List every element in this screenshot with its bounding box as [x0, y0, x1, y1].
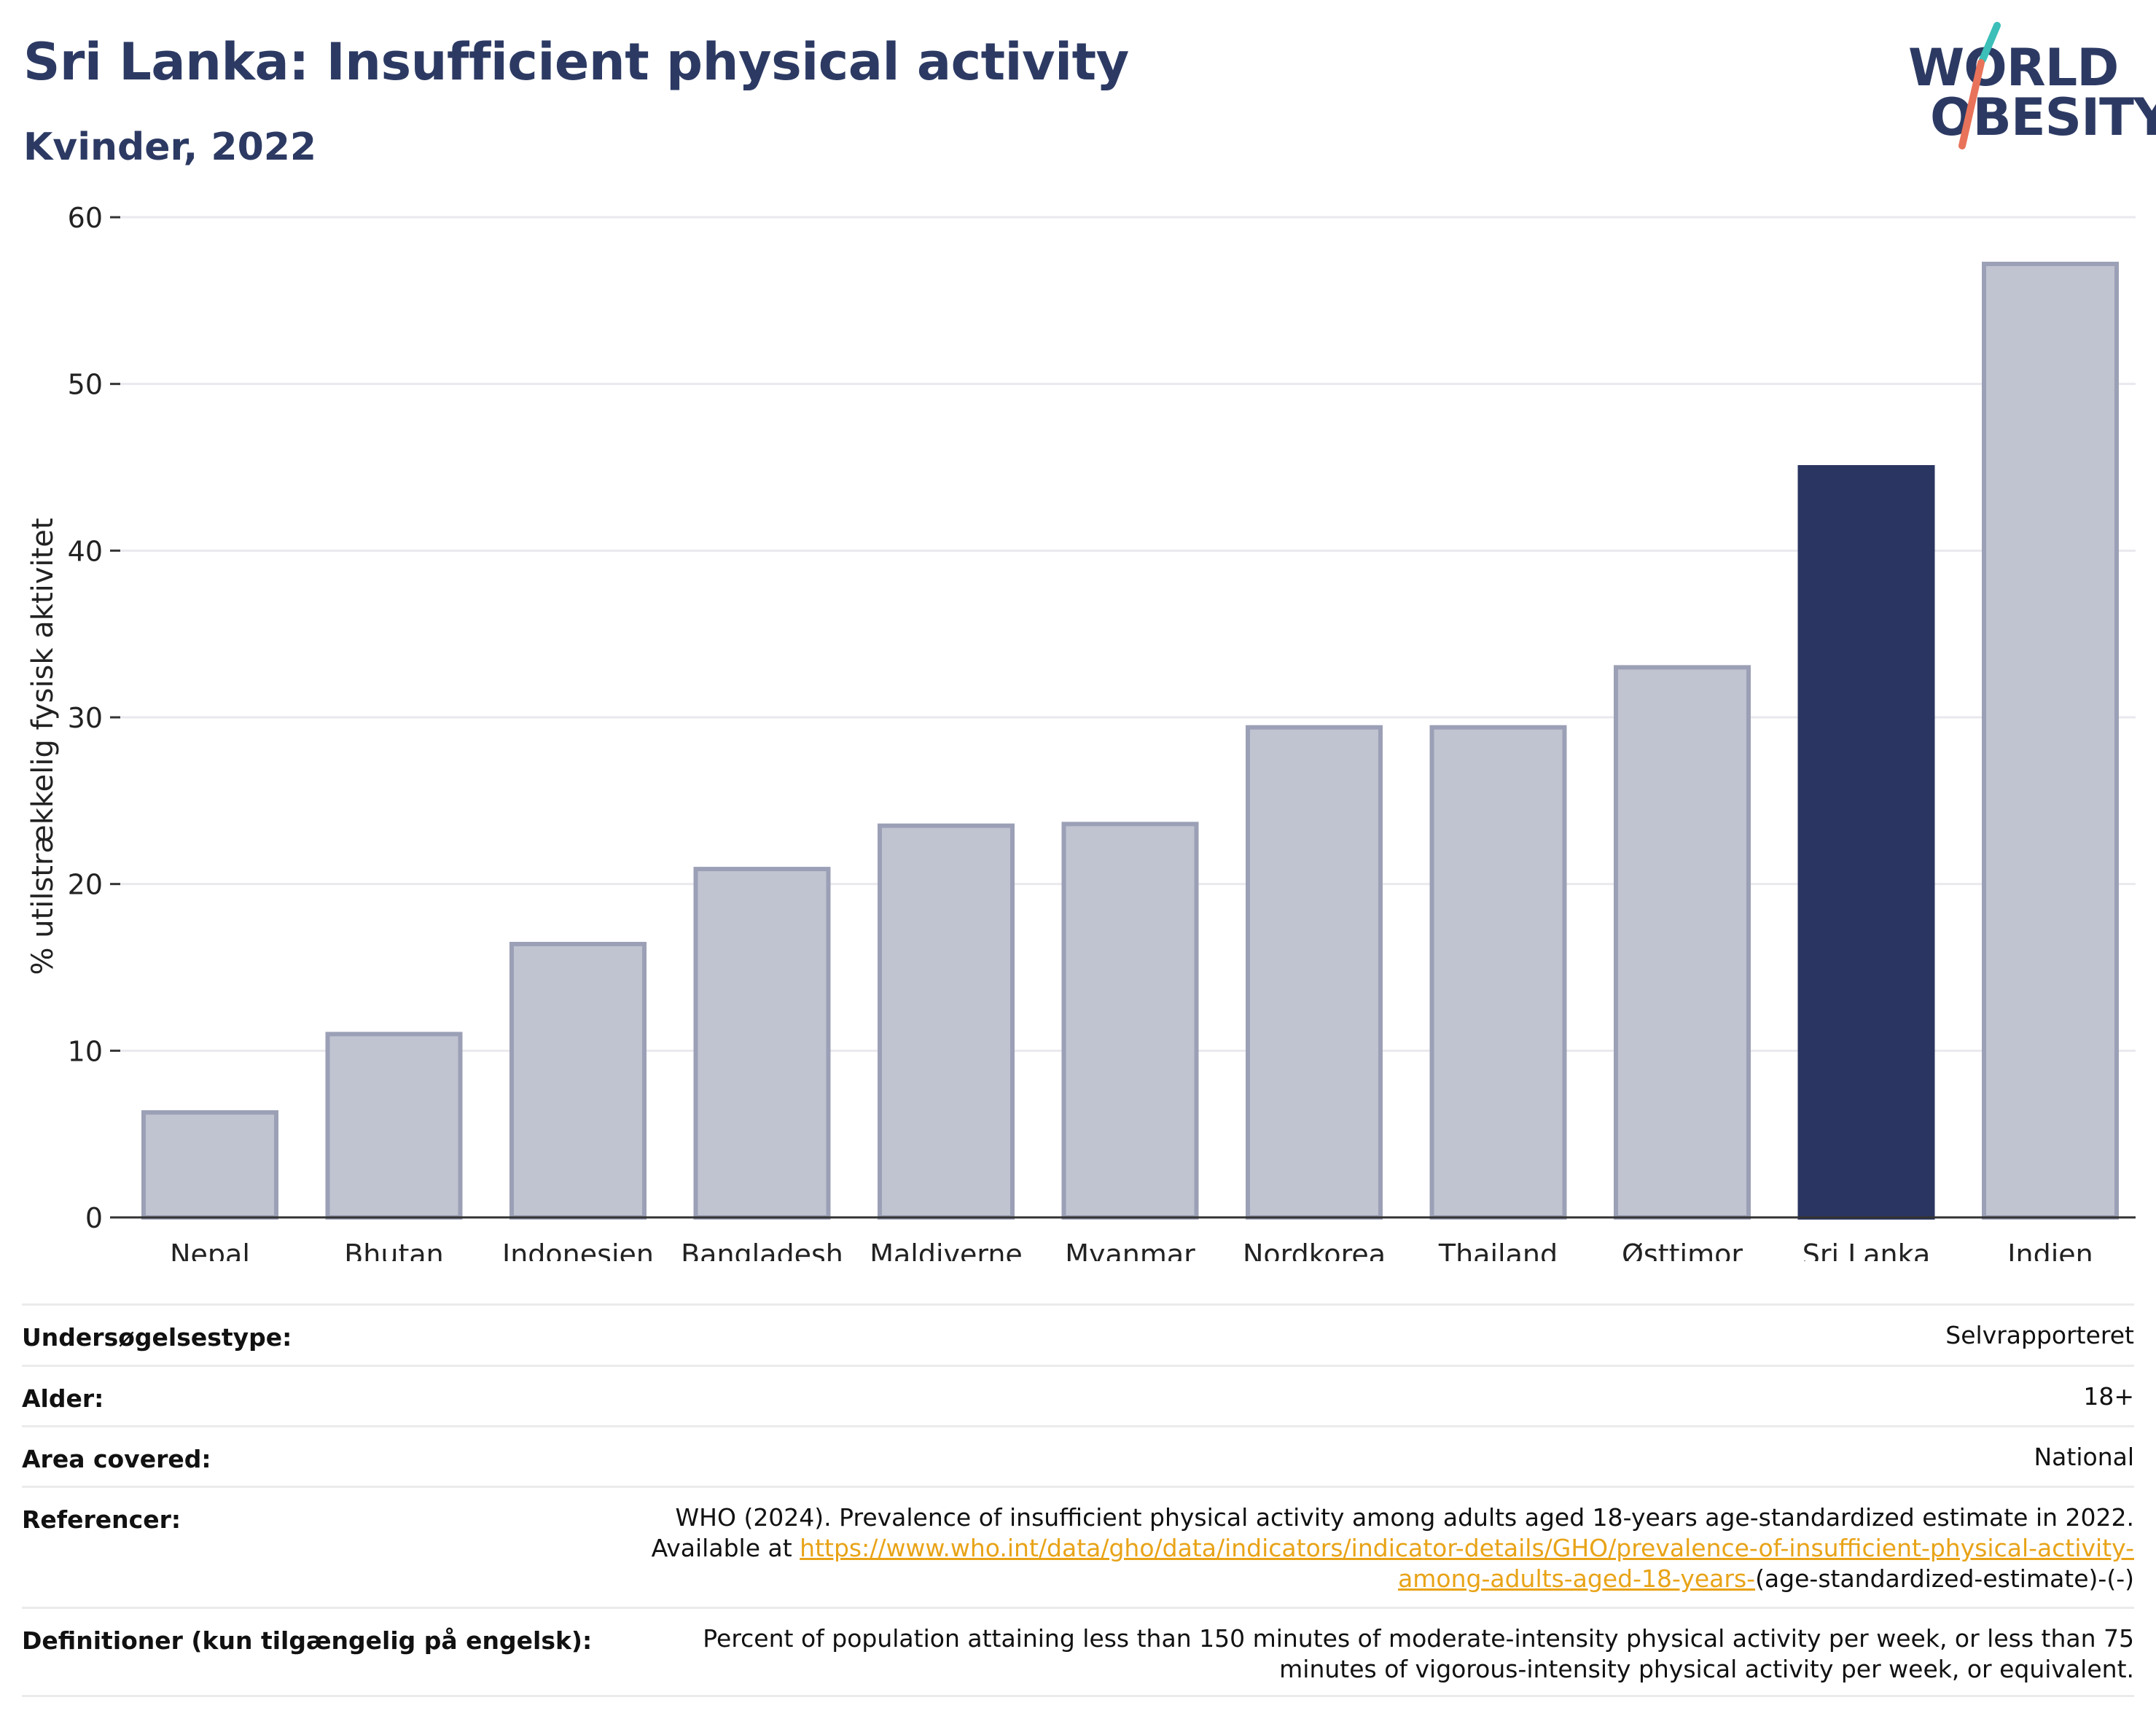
references-link[interactable]: https://www.who.int/data/gho/data/indica…: [800, 1534, 2134, 1593]
bar: [325, 1032, 463, 1220]
references-label: Referencer:: [22, 1505, 181, 1534]
chart-subtitle: Kvinder, 2022: [23, 125, 317, 169]
chart-title: Sri Lanka: Insufficient physical activit…: [23, 32, 1129, 92]
x-tick-label: Sri Lanka: [1802, 1239, 1931, 1261]
definitions-value: Percent of population attaining less tha…: [703, 1624, 2134, 1683]
meta-row-area: Area covered: National: [22, 1425, 2134, 1486]
x-tick-label: Nepal: [170, 1239, 250, 1261]
meta-row-definitions: Definitioner (kun tilgængelig på engelsk…: [22, 1607, 2134, 1697]
meta-row-survey-type: Undersøgelsestype: Selvrapporteret: [22, 1303, 2134, 1365]
bar: [878, 823, 1015, 1220]
logo-slash-icon: [1958, 22, 2001, 149]
meta-row-references: Referencer: WHO (2024). Prevalence of in…: [22, 1486, 2134, 1607]
survey-type-value: Selvrapporteret: [1945, 1321, 2134, 1349]
definitions-label: Definitioner (kun tilgængelig på engelsk…: [22, 1626, 593, 1655]
references-value: WHO (2024). Prevalence of insufficient p…: [604, 1488, 2134, 1609]
bar-chart: 0 10 20 30 40 50 60 Nepal Bhutan Indonesien Bangl…: [26, 202, 2136, 1261]
y-axis-ticks: 0 10 20 30 40 50 60: [68, 202, 120, 1234]
references-text: WHO (2024). Prevalence of insufficient p…: [651, 1503, 2134, 1562]
x-tick-label: Bangladesh: [681, 1239, 843, 1261]
bar: [141, 1110, 278, 1220]
y-axis-label: % utilstrækkelig fysisk aktivitet: [26, 518, 60, 975]
bars: [141, 262, 2119, 1220]
x-tick-label: Myanmar: [1065, 1239, 1195, 1261]
y-tick-label: 0: [85, 1202, 103, 1234]
age-label: Alder:: [22, 1384, 104, 1413]
metadata-table: Undersøgelsestype: Selvrapporteret Alder…: [22, 1303, 2134, 1697]
bar: [1614, 665, 1751, 1220]
bar-highlight: [1797, 465, 1935, 1220]
bar: [1982, 262, 2119, 1220]
x-tick-label: Nordkorea: [1243, 1239, 1386, 1261]
x-tick-label: Østtimor: [1622, 1239, 1743, 1261]
age-value: 18+: [2083, 1382, 2134, 1411]
x-tick-label: Indonesien: [502, 1239, 654, 1261]
bar: [509, 941, 647, 1220]
bar: [1061, 822, 1199, 1220]
area-label: Area covered:: [22, 1445, 211, 1473]
x-tick-label: Thailand: [1438, 1239, 1558, 1261]
y-tick-label: 30: [68, 702, 103, 734]
y-tick-label: 40: [68, 535, 103, 567]
references-tail: (age-standardized-estimate)-(-): [1755, 1564, 2134, 1593]
area-value: National: [2034, 1443, 2134, 1471]
x-tick-label: Bhutan: [344, 1239, 444, 1261]
survey-type-label: Undersøgelsestype:: [22, 1323, 292, 1352]
world-obesity-logo: WORLD OBESITY: [1895, 22, 2156, 160]
bar: [693, 867, 831, 1220]
bar: [1246, 725, 1383, 1220]
y-tick-label: 60: [68, 202, 103, 234]
x-tick-label: Indien: [2007, 1239, 2093, 1261]
logo-line-1: WORLD: [1908, 38, 2119, 98]
y-tick-label: 10: [68, 1035, 103, 1067]
bar: [1429, 725, 1567, 1220]
y-tick-label: 50: [68, 369, 103, 401]
y-tick-label: 20: [68, 869, 103, 901]
x-tick-label: Maldiverne: [870, 1239, 1023, 1261]
x-axis-ticks: Nepal Bhutan Indonesien Bangladesh Maldivern…: [170, 1239, 2093, 1261]
meta-row-age: Alder: 18+: [22, 1365, 2134, 1425]
